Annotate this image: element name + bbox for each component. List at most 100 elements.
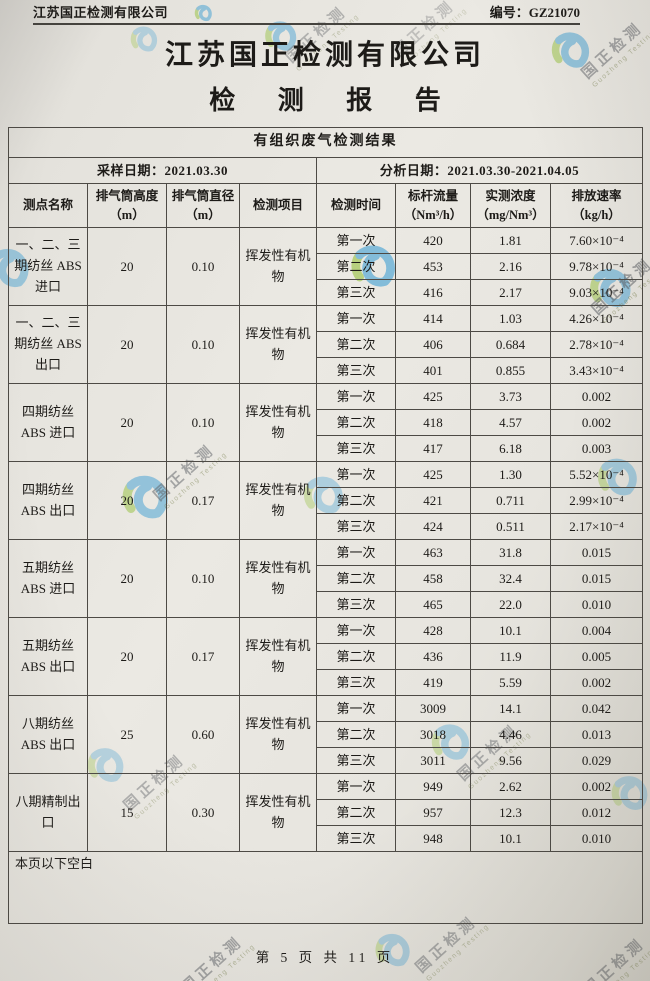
sampling-date-cell: 采样日期：2021.03.30 xyxy=(8,157,317,184)
concentration-value-cell: 22.0 xyxy=(470,591,551,618)
analysis-date-value: 2021.03.30-2021.04.05 xyxy=(447,162,580,178)
concentration-value-cell: 11.9 xyxy=(470,643,551,670)
stack-height-cell: 20 xyxy=(87,539,167,618)
rate-value-cell: 0.015 xyxy=(550,539,643,566)
test-time-cell: 第二次 xyxy=(316,721,396,748)
test-item-cell: 挥发性有机物 xyxy=(239,773,317,852)
concentration-value-cell: 4.57 xyxy=(470,409,551,436)
site-name-cell: 四期纺丝 ABS 进口 xyxy=(8,383,88,462)
column-header-2: 排气筒直径 （m） xyxy=(166,183,240,228)
concentration-value-cell: 9.56 xyxy=(470,747,551,774)
stack-diameter-cell: 0.10 xyxy=(166,383,240,462)
column-header-line2: （Nm³/h） xyxy=(403,207,463,222)
table-section-title: 有组织废气检测结果 xyxy=(8,127,643,158)
test-time-cell: 第二次 xyxy=(316,253,396,280)
column-header-line2: （m） xyxy=(109,207,145,222)
stack-height-cell: 20 xyxy=(87,227,167,306)
header-report-number: 编号：GZ21070 xyxy=(490,2,580,21)
column-header-line1: 测点名称 xyxy=(22,198,73,213)
report-number-label: 编号： xyxy=(489,5,529,20)
rate-value-cell: 0.010 xyxy=(550,825,643,852)
flow-value-cell: 420 xyxy=(395,227,471,254)
flow-value-cell: 3011 xyxy=(395,747,471,774)
test-time-cell: 第一次 xyxy=(316,461,396,488)
column-header-line2: （kg/h） xyxy=(572,207,621,222)
stack-diameter-cell: 0.60 xyxy=(166,695,240,774)
stack-diameter-cell: 0.10 xyxy=(166,227,240,306)
flow-value-cell: 3009 xyxy=(395,695,471,722)
site-name-cell: 一、二、三期纺丝 ABS 出口 xyxy=(8,305,88,384)
test-time-cell: 第三次 xyxy=(316,435,396,462)
rate-value-cell: 3.43×10⁻⁴ xyxy=(550,357,643,384)
test-time-cell: 第三次 xyxy=(316,669,396,696)
rate-value-cell: 9.78×10⁻⁴ xyxy=(550,253,643,280)
concentration-value-cell: 10.1 xyxy=(470,825,551,852)
rate-value-cell: 0.015 xyxy=(550,565,643,592)
column-header-0: 测点名称 xyxy=(8,183,88,228)
stack-height-cell: 20 xyxy=(87,617,167,696)
flow-value-cell: 419 xyxy=(395,669,471,696)
column-header-line1: 标杆流量 xyxy=(407,189,458,204)
site-name-cell: 八期纺丝 ABS 出口 xyxy=(8,695,88,774)
flow-value-cell: 949 xyxy=(395,773,471,800)
flow-value-cell: 436 xyxy=(395,643,471,670)
test-time-cell: 第三次 xyxy=(316,279,396,306)
flow-value-cell: 417 xyxy=(395,435,471,462)
test-time-cell: 第二次 xyxy=(316,799,396,826)
flow-value-cell: 421 xyxy=(395,487,471,514)
test-time-cell: 第三次 xyxy=(316,747,396,774)
flow-value-cell: 414 xyxy=(395,305,471,332)
flow-value-cell: 458 xyxy=(395,565,471,592)
concentration-value-cell: 0.711 xyxy=(470,487,551,514)
concentration-value-cell: 0.684 xyxy=(470,331,551,358)
flow-value-cell: 406 xyxy=(395,331,471,358)
flow-value-cell: 465 xyxy=(395,591,471,618)
stack-height-cell: 15 xyxy=(87,773,167,852)
test-time-cell: 第二次 xyxy=(316,409,396,436)
rate-value-cell: 9.03×10⁻⁴ xyxy=(550,279,643,306)
concentration-value-cell: 10.1 xyxy=(470,617,551,644)
test-item-cell: 挥发性有机物 xyxy=(239,539,317,618)
column-header-line1: 排放速率 xyxy=(571,189,622,204)
test-time-cell: 第三次 xyxy=(316,591,396,618)
header-company-name: 江苏国正检测有限公司 xyxy=(33,5,169,20)
page-header: 江苏国正检测有限公司 编号：GZ21070 xyxy=(33,5,580,25)
blank-note-cell: 本页以下空白 xyxy=(8,851,643,924)
test-time-cell: 第二次 xyxy=(316,331,396,358)
concentration-value-cell: 1.03 xyxy=(470,305,551,332)
concentration-value-cell: 1.30 xyxy=(470,461,551,488)
rate-value-cell: 0.002 xyxy=(550,409,643,436)
test-time-cell: 第一次 xyxy=(316,539,396,566)
rate-value-cell: 0.010 xyxy=(550,591,643,618)
flow-value-cell: 428 xyxy=(395,617,471,644)
test-time-cell: 第一次 xyxy=(316,617,396,644)
column-header-3: 检测项目 xyxy=(239,183,317,228)
sampling-date-label: 采样日期： xyxy=(96,162,165,178)
test-time-cell: 第一次 xyxy=(316,227,396,254)
test-item-cell: 挥发性有机物 xyxy=(239,227,317,306)
column-header-line2: （mg/Nm³） xyxy=(476,207,545,222)
concentration-value-cell: 4.46 xyxy=(470,721,551,748)
concentration-value-cell: 2.62 xyxy=(470,773,551,800)
concentration-value-cell: 0.511 xyxy=(470,513,551,540)
concentration-value-cell: 2.16 xyxy=(470,253,551,280)
rate-value-cell: 0.002 xyxy=(550,773,643,800)
sampling-date-value: 2021.03.30 xyxy=(164,162,228,178)
column-header-4: 检测时间 xyxy=(316,183,396,228)
test-time-cell: 第一次 xyxy=(316,773,396,800)
test-item-cell: 挥发性有机物 xyxy=(239,695,317,774)
column-header-line1: 实测浓度 xyxy=(485,189,536,204)
flow-value-cell: 957 xyxy=(395,799,471,826)
document-title: 江苏国正检测有限公司 xyxy=(164,40,485,71)
concentration-value-cell: 3.73 xyxy=(470,383,551,410)
rate-value-cell: 7.60×10⁻⁴ xyxy=(550,227,643,254)
concentration-value-cell: 32.4 xyxy=(470,565,551,592)
concentration-value-cell: 0.855 xyxy=(470,357,551,384)
rate-value-cell: 2.99×10⁻⁴ xyxy=(550,487,643,514)
flow-value-cell: 418 xyxy=(395,409,471,436)
results-table: 有组织废气检测结果 采样日期：2021.03.30 分析日期：2021.03.30-… xyxy=(8,127,643,924)
concentration-value-cell: 5.59 xyxy=(470,669,551,696)
column-header-line1: 排气筒高度 xyxy=(95,189,159,204)
site-name-cell: 四期纺丝 ABS 出口 xyxy=(8,461,88,540)
